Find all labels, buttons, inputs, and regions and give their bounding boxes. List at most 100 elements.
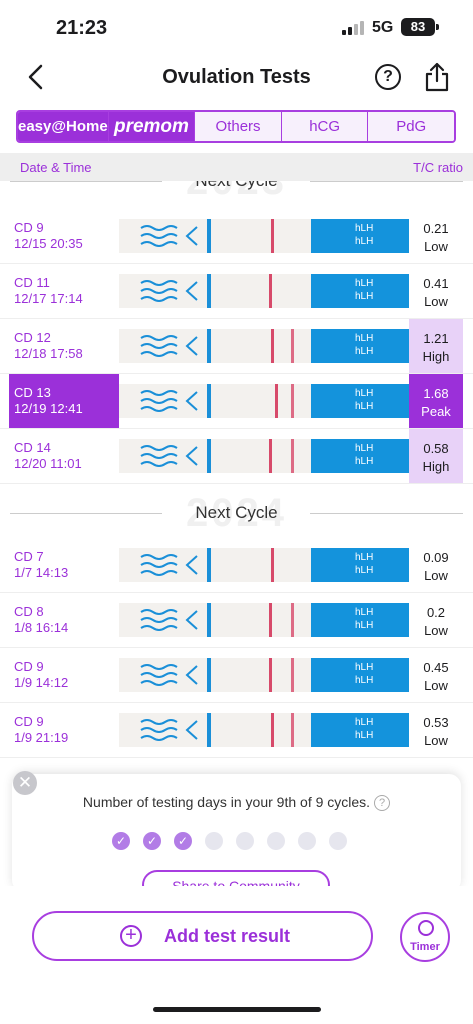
strip-handle [311,439,409,473]
test-strip-image[interactable]: hLH hLH [119,219,409,253]
arrow-icon [185,391,198,411]
battery-icon: 83 [401,18,435,36]
tc-ratio-level: High [422,349,450,364]
tc-ratio-value: 0.45 [423,660,449,675]
tc-ratio-value: 1.68 [423,386,449,401]
cycle-day-label: CD 8 1/8 16:14 [14,604,68,636]
strip-band [207,439,211,473]
wave-icon [140,390,178,412]
test-strip-image[interactable]: hLH hLH [119,548,409,582]
help-button[interactable]: ? [375,64,401,90]
test-datetime: 12/20 11:01 [14,456,82,471]
test-row[interactable]: CD 13 12/19 12:41 hLH hLH 1.68 Peak [0,374,473,429]
test-datetime: 12/18 17:58 [14,346,83,361]
tc-ratio-level: Low [424,678,448,693]
tab-premom[interactable]: premom [107,112,195,141]
test-line [291,439,294,473]
wave-icon [140,664,178,686]
wave-icon [140,554,178,576]
test-line [291,329,294,363]
tc-ratio-value: 0.41 [423,276,449,291]
cycle-day: CD 7 [14,549,44,564]
tc-ratio-value: 0.53 [423,715,449,730]
test-row[interactable]: CD 11 12/17 17:14 hLH hLH 0.41 Low [0,264,473,319]
strip-handle [311,548,409,582]
tab-pdg[interactable]: PdG [367,112,454,141]
network-type: 5G [372,19,394,36]
cycle-day: CD 8 [14,604,44,619]
cycle-day-label: CD 9 1/9 14:12 [14,659,68,691]
tab-others[interactable]: Others [194,112,281,141]
signal-icon [342,21,364,35]
test-line [291,658,294,692]
home-indicator [153,1007,321,1012]
share-button[interactable] [424,62,450,92]
cycle-day-label: CD 7 1/7 14:13 [14,549,68,581]
add-test-result-button[interactable]: + Add test result [32,911,373,961]
test-strip-image[interactable]: hLH hLH [119,384,409,418]
control-line [269,274,272,308]
test-strip-image[interactable]: hLH hLH [119,329,409,363]
cycle-day-label: CD 9 12/15 20:35 [14,220,83,252]
arrow-icon [185,226,198,246]
control-line [269,603,272,637]
test-strip-image[interactable]: hLH hLH [119,603,409,637]
test-strip-image[interactable]: hLH hLH [119,713,409,747]
wave-icon [140,225,178,247]
strip-label: hLH hLH [355,552,374,576]
test-row[interactable]: CD 14 12/20 11:01 hLH hLH 0.58 High [0,429,473,484]
tc-ratio-level: Low [424,733,448,748]
test-row[interactable]: CD 9 1/9 21:19 hLH hLH 0.53 Low [0,703,473,758]
close-icon[interactable]: ✕ [13,771,37,795]
test-list[interactable]: 2023 Next Cycle CD 912/15 20:35hLHhLH0.2… [0,181,473,775]
tc-ratio-value: 0.58 [423,441,449,456]
header-date-time: Date & Time [20,160,92,175]
test-line [291,603,294,637]
strip-band [207,329,211,363]
cycle-card: Number of testing days in your 9th of 9 … [12,774,461,900]
cycle-day: CD 13 [14,385,51,400]
timer-button[interactable]: Timer [400,912,450,962]
bottom-bar: + Add test result Timer [0,886,473,1024]
strip-band [207,274,211,308]
test-strip-image[interactable]: hLH hLH [119,439,409,473]
tab-hcg[interactable]: hCG [280,112,368,141]
cycle-card-text: Number of testing days in your 9th of 9 … [12,794,461,811]
strip-band [207,658,211,692]
test-strip-image[interactable]: hLH hLH [119,274,409,308]
arrow-icon [185,720,198,740]
tc-ratio-cell: 0.58 High [409,429,463,483]
cycle-day-label: CD 13 12/19 12:41 [14,385,83,417]
strip-band [207,713,211,747]
test-row[interactable]: CD 8 1/8 16:14 hLH hLH 0.2 Low [0,593,473,648]
test-datetime: 1/8 16:14 [14,620,69,635]
strip-label: hLH hLH [355,443,374,467]
wave-icon [140,445,178,467]
back-button[interactable] [22,62,52,92]
cycle-day: CD 9 [14,714,44,729]
tc-ratio-value: 0.09 [423,550,449,565]
arrow-icon [185,281,198,301]
tc-ratio-value: 0.21 [423,221,449,236]
test-row[interactable]: CD 9 1/9 14:12 hLH hLH 0.45 Low [0,648,473,703]
arrow-icon [185,610,198,630]
strip-label: hLH hLH [355,223,374,247]
test-row[interactable]: CD 9 12/15 20:35 hLH hLH 0.21 Low [0,209,473,264]
testing-day-checked: ✓ [112,832,130,850]
test-strip-image[interactable]: hLH hLH [119,658,409,692]
test-row[interactable]: CD 12 12/18 17:58 hLH hLH 1.21 High [0,319,473,374]
tc-ratio-cell: 0.2 Low [409,593,463,647]
tc-ratio-cell: 0.45 Low [409,648,463,702]
cycle-day-label: CD 11 12/17 17:14 [14,275,83,307]
tab-easy-home[interactable]: easy@Home [18,112,108,141]
testing-days-dots: ✓ ✓ ✓ [112,832,347,850]
strip-handle [311,603,409,637]
arrow-icon [185,665,198,685]
tc-ratio-level: Low [424,294,448,309]
info-icon[interactable]: ? [374,795,391,811]
control-line [269,439,272,473]
test-row[interactable]: CD 7 1/7 14:13 hLH hLH 0.09 Low [0,538,473,593]
testing-day-empty [205,832,223,850]
tc-ratio-level: High [422,459,450,474]
tc-ratio-level: Low [424,239,448,254]
